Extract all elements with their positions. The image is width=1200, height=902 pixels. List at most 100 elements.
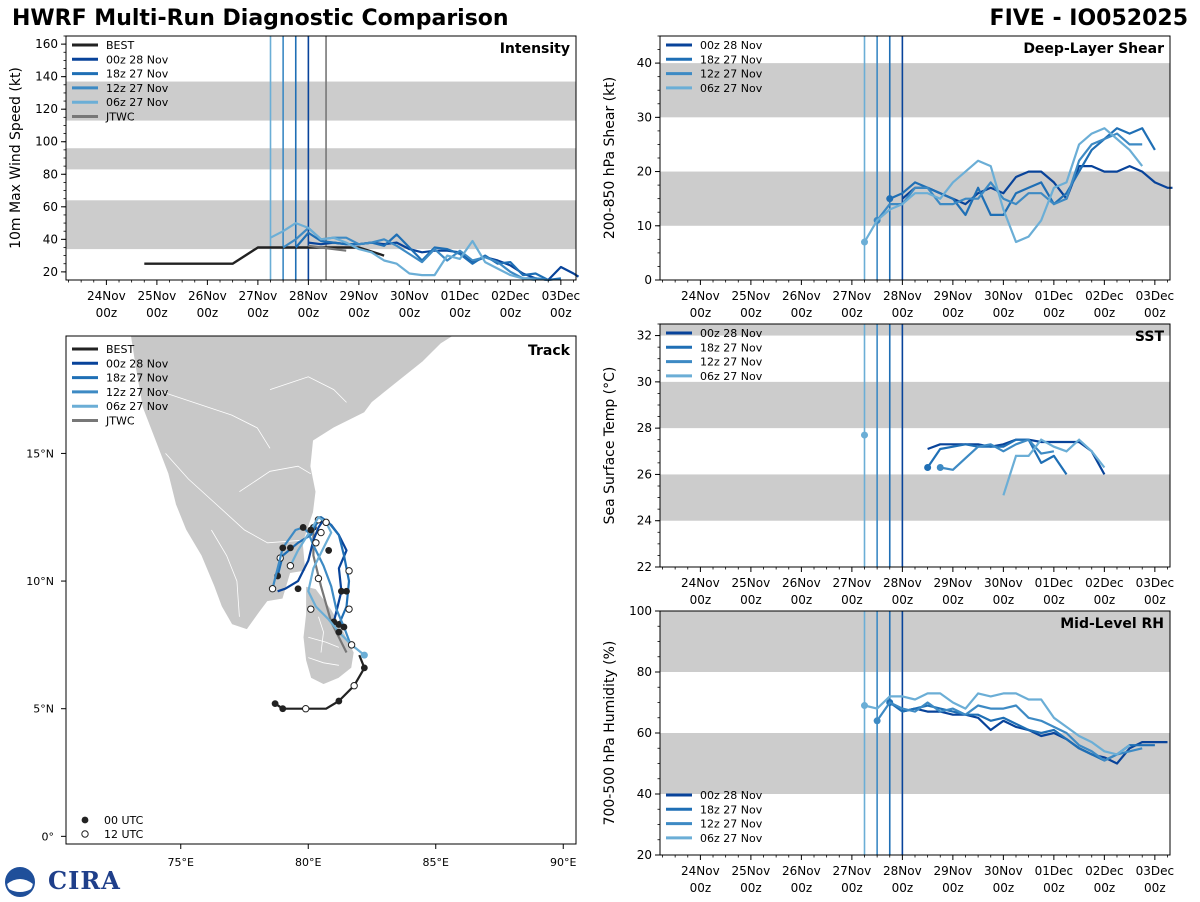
rh-xtick-hour: 00z [841,881,863,895]
state-border [308,657,339,666]
track-best-point-00utc [335,697,343,705]
sst-series-12z-27-nov [940,438,1055,471]
shear-frame [659,35,1171,281]
sst-ytick-label: 24 [637,514,652,528]
sst-band [660,324,1170,336]
track-18z-27-nov-point-12utc [345,567,353,575]
intensity-ytick-label: 40 [43,232,58,246]
shear-series-18z-27-nov [889,127,1156,216]
rh-series-06z-27-nov-init-dot [861,702,869,710]
shear-legend-label: 06z 27 Nov [700,82,763,95]
intensity-ytick-label: 60 [43,200,58,214]
track-xtick-label: 80°E [295,856,321,869]
track-ytick-label: 0° [42,830,55,843]
track-legend-label: JTWC [105,415,135,428]
shear-series-00z-28-nov [901,165,1173,206]
track-best-point-00utc [360,664,368,672]
sst-legend-label: 12z 27 Nov [700,356,763,369]
state-border [318,616,324,653]
shear-series-06z-27-nov [863,127,1144,244]
rh-ylabel: 700-500 hPa Humidity (%) [602,641,618,826]
track-18z-27-nov-point-12utc [314,516,323,524]
track-12z-27-nov-point-12utc [268,585,277,593]
rh-ytick-label: 60 [637,726,652,740]
intensity-xtick-hour: 00z [550,306,572,320]
sst-xtick-hour: 00z [791,593,813,607]
intensity-xtick-hour: 00z [449,306,471,320]
track-06z-27-nov-point-12utc [286,562,295,570]
track-06z-27-nov-point-12utc [347,641,356,649]
intensity-xtick-hour: 00z [399,306,421,320]
track-18z-27-nov-point-00utc [343,587,350,595]
rh-xtick-hour: 00z [942,881,964,895]
sst-legend-label: 18z 27 Nov [700,341,763,354]
shear-legend-label: 12z 27 Nov [700,68,763,81]
intensity-xtick-hour: 00z [197,306,219,320]
rh-band [660,733,1170,794]
track-12z-27-nov-point-00utc [299,524,307,531]
rh-xtick-hour: 00z [1043,881,1065,895]
shear-ytick-label: 20 [637,165,652,179]
track-ytick-label: 15°N [26,447,54,460]
state-border [239,465,312,493]
rh-xtick-hour: 00z [993,881,1015,895]
track-00z-28-nov-point-12utc [314,574,323,583]
shear-xtick-hour: 00z [993,306,1015,320]
shear-xtick-day: 01Dec [1035,289,1074,303]
intensity-series-jtwc [308,244,347,252]
sst-xtick-hour: 00z [892,593,914,607]
intensity-xtick-day: 28Nov [289,289,328,303]
intensity-series-18z-27-nov [294,231,562,282]
track-12z-27-nov-point-00utc [340,623,348,631]
sst-xtick-day: 25Nov [732,576,771,590]
shear-xtick-day: 02Dec [1085,289,1124,303]
track-frame [65,335,577,845]
intensity-legend-label: 12z 27 Nov [106,82,169,95]
track-marker-legend-00 [81,816,89,824]
track-ytick-label: 10°N [26,575,54,588]
track-00z-28-nov-point-00utc [330,618,338,626]
sst-xtick-day: 30Nov [984,576,1023,590]
track-best-point-00utc [279,705,287,713]
shear-xtick-day: 26Nov [782,289,821,303]
track-00z-28-nov-point-00utc [325,547,333,554]
shear-xtick-day: 28Nov [883,289,922,303]
track-best [274,654,366,710]
shear-xtick-hour: 00z [841,306,863,320]
intensity-band [66,81,576,121]
rh-ytick-label: 40 [637,787,652,801]
intensity-title: Intensity [500,41,570,57]
sst-xtick-hour: 00z [993,593,1015,607]
intensity-ytick-label: 80 [43,167,58,181]
track-xtick-label: 85°E [423,856,449,869]
rh-series-06z-27-nov [864,692,1131,756]
rh-xtick-day: 03Dec [1136,864,1175,878]
shear-xtick-hour: 00z [1144,306,1166,320]
rh-xtick-day: 24Nov [681,864,720,878]
track-legend-label: 06z 27 Nov [106,400,169,413]
cira-logo: CIRA [4,866,120,898]
shear-legend-label: 00z 28 Nov [700,39,763,52]
shear-series-18z-27-nov-init-dot [886,195,894,203]
track-jtwc [312,524,348,653]
sst-xtick-day: 01Dec [1035,576,1074,590]
state-border [269,376,347,403]
sst-band [660,474,1170,521]
sst-xtick-hour: 00z [1144,593,1166,607]
track-00z-28-nov-point-00utc [309,524,317,531]
shear-series-06z-27-nov-init-dot [861,238,869,246]
state-border [211,529,240,617]
shear-xtick-day: 25Nov [732,289,771,303]
track-12z-27-nov [271,526,353,648]
intensity-xtick-day: 01Dec [441,289,480,303]
rh-ytick-label: 100 [629,604,652,618]
sst-ytick-label: 30 [637,375,652,389]
rh-xtick-hour: 00z [892,881,914,895]
track-marker-legend-label: 00 UTC [104,814,144,827]
intensity-xtick-day: 27Nov [239,289,278,303]
sst-frame [659,323,1171,568]
track-18z-27-nov-point-00utc [287,544,294,552]
state-border [165,453,304,544]
